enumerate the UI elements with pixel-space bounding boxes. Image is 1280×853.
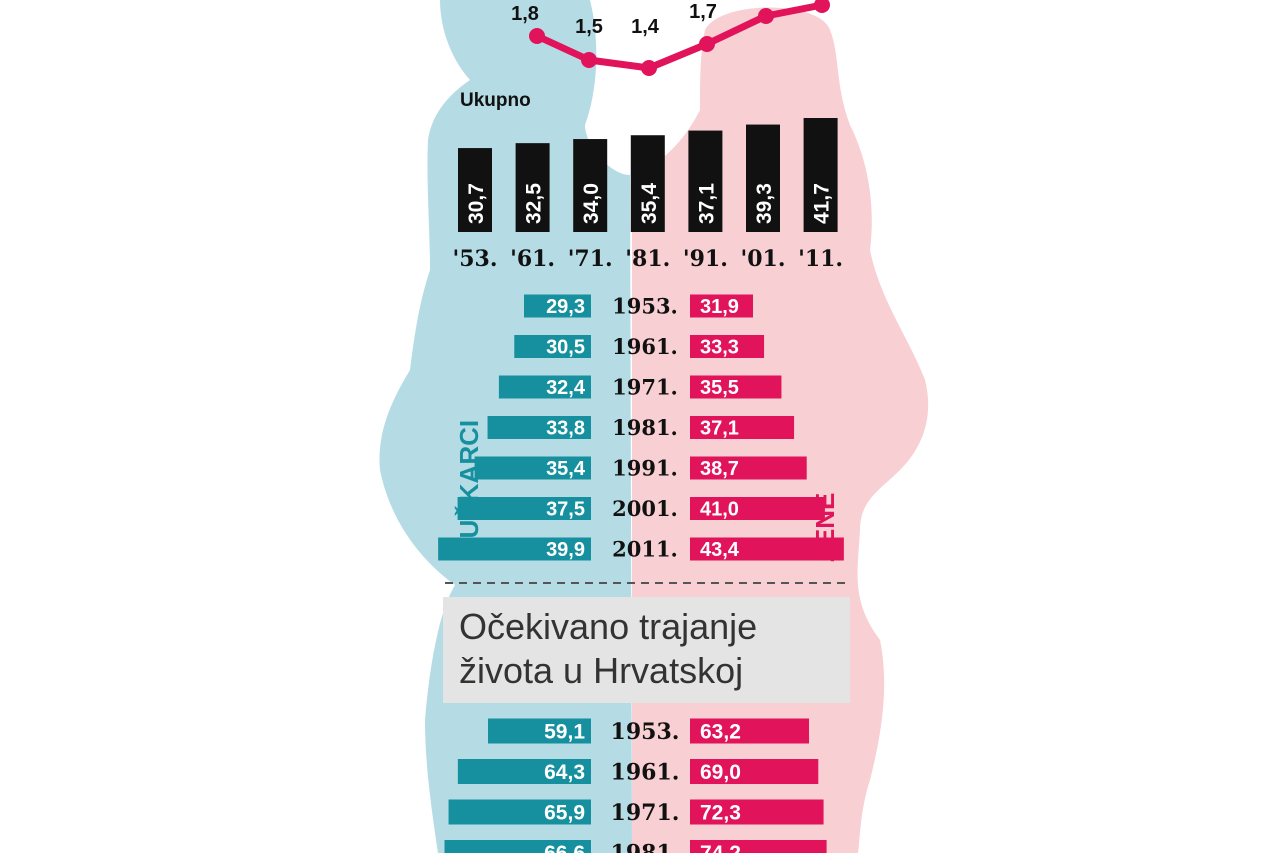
total-bar — [630, 135, 665, 232]
male-bar — [474, 456, 591, 480]
male-bar-value-label: 37,5 — [546, 499, 585, 521]
female-bar-value-label: 38,7 — [700, 458, 739, 480]
trend-value-label: 1,4 — [631, 16, 660, 38]
year-label: 2011. — [612, 537, 678, 562]
total-bar-category-label: '01. — [740, 246, 785, 272]
life-expectancy-title-line-1: Očekivano trajanje — [459, 606, 758, 647]
trend-value-label: 1,8 — [511, 3, 539, 25]
female-bar-value-label: 72,3 — [700, 802, 741, 825]
female-bar — [690, 294, 753, 318]
total-bar-category-label: '71. — [568, 246, 613, 272]
female-bar-value-label: 69,0 — [700, 761, 741, 784]
female-bar — [690, 456, 807, 480]
total-bar-value-label: 34,0 — [580, 183, 603, 224]
female-bar-value-label: 41,0 — [700, 499, 739, 521]
year-label: 1953. — [612, 294, 678, 319]
total-bar-category-label: '11. — [798, 246, 843, 272]
trend-point — [641, 60, 657, 76]
year-label: 1981. — [612, 415, 678, 440]
trend-point — [814, 0, 830, 13]
trend-value-label: 1,5 — [575, 16, 603, 38]
total-bar — [573, 139, 608, 232]
male-bar — [457, 759, 591, 784]
male-bar-value-label: 39,9 — [546, 539, 585, 561]
year-label: 1961. — [611, 759, 680, 785]
trend-point — [699, 36, 715, 52]
total-bar-value-label: 30,7 — [465, 183, 488, 224]
total-bar-value-label: 32,5 — [523, 183, 546, 224]
total-chart-title: Ukupno — [460, 90, 531, 111]
female-bar-value-label: 37,1 — [700, 418, 739, 440]
total-bar-value-label: 37,1 — [695, 183, 718, 224]
male-bar-value-label: 30,5 — [546, 337, 585, 359]
female-bar-value-label: 43,4 — [700, 539, 740, 561]
total-bar — [515, 143, 550, 232]
male-bar-value-label: 64,3 — [544, 761, 585, 784]
female-bar-value-label: 74,2 — [700, 842, 741, 853]
female-bar — [690, 799, 824, 825]
female-bar-value-label: 33,3 — [700, 337, 739, 359]
total-bar — [688, 130, 723, 232]
male-bar-value-label: 66,6 — [544, 842, 585, 853]
total-bar-category-label: '61. — [510, 246, 555, 272]
female-bar — [690, 759, 819, 784]
male-bar — [457, 497, 591, 520]
year-label: 1961. — [612, 334, 678, 359]
male-bar-value-label: 29,3 — [546, 296, 585, 318]
male-bar — [488, 718, 591, 744]
female-bar — [690, 840, 827, 853]
male-bar-value-label: 32,4 — [546, 377, 586, 399]
female-bar — [690, 718, 809, 744]
female-bar — [690, 537, 844, 561]
female-bar — [690, 416, 795, 439]
trend-value-label: 1,7 — [689, 1, 717, 23]
female-bar — [690, 335, 765, 358]
male-axis-label: MUŠKARCI — [454, 420, 484, 560]
total-bar-category-label: '91. — [683, 246, 728, 272]
female-bar — [690, 497, 825, 520]
male-bar — [514, 335, 591, 358]
trend-point — [758, 8, 774, 24]
male-bar — [498, 375, 591, 399]
total-bar — [458, 148, 492, 232]
male-bar-value-label: 65,9 — [544, 802, 585, 825]
male-bar — [524, 294, 591, 318]
trend-point — [581, 52, 597, 68]
year-label: 1971. — [611, 800, 680, 826]
year-label: 1981. — [611, 840, 680, 853]
total-bar-category-label: '53. — [452, 246, 497, 272]
female-bar-value-label: 63,2 — [700, 721, 741, 744]
male-bar-value-label: 59,1 — [544, 721, 585, 744]
total-bar-value-label: 39,3 — [753, 183, 776, 224]
year-label: 2001. — [612, 496, 678, 521]
total-bar — [746, 124, 780, 232]
total-bar-value-label: 35,4 — [638, 183, 661, 224]
life-expectancy-title-line-2: života u Hrvatskoj — [459, 650, 744, 691]
male-bar — [438, 537, 591, 561]
year-label: 1971. — [612, 375, 678, 400]
male-bar-value-label: 33,8 — [546, 418, 585, 440]
total-bar-value-label: 41,7 — [811, 183, 834, 224]
female-bar-value-label: 31,9 — [700, 296, 739, 318]
life-expectancy-title-box: Očekivano trajanje života u Hrvatskoj — [443, 597, 850, 703]
female-bar — [690, 375, 782, 399]
female-bar-value-label: 35,5 — [700, 377, 739, 399]
male-bar — [448, 799, 591, 825]
male-bar — [444, 840, 591, 853]
male-bar — [487, 416, 591, 439]
year-label: 1953. — [611, 719, 680, 745]
female-axis-label: ŽENE — [810, 493, 840, 562]
trend-line — [535, 1, 823, 72]
year-label: 1991. — [612, 456, 678, 481]
trend-point — [529, 28, 545, 44]
total-bar-category-label: '81. — [625, 246, 670, 272]
total-bar — [803, 118, 838, 232]
male-bar-value-label: 35,4 — [546, 458, 586, 480]
